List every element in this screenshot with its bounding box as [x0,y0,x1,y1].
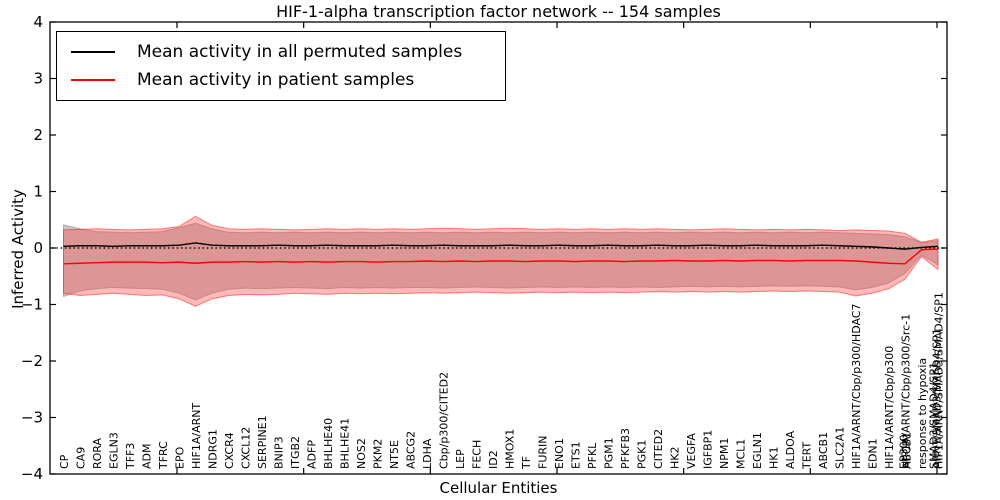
entity-label: PFKFB3 [619,428,632,469]
entity-label: HIF1A/ARNT/Cbp/p300/Src-1 [900,314,913,469]
entity-label: NOS2 [355,438,368,469]
entity-label: ALDOA [784,430,797,469]
entity-label: NDRG1 [207,429,220,469]
y-tick-label: −3 [21,409,43,427]
entity-label: ID2 [487,450,500,469]
entity-label: EPO [174,446,187,469]
entity-label: VEGFA [685,433,698,469]
y-tick-label: −1 [21,296,43,314]
y-tick-label: 4 [33,13,43,31]
y-tick-label: −4 [21,465,43,483]
entity-label: MCL1 [735,439,748,469]
patient-line-swatch [71,79,115,81]
entity-label: CXCR4 [223,432,236,469]
entity-label: HIF1A/ARNT [190,403,203,469]
entity-label: ETS1 [570,441,583,469]
patient-mean-line [63,248,939,265]
entity-label: FURIN [537,436,550,470]
entity-label: LDHA [421,438,434,469]
entity-label: EGLN3 [108,432,121,469]
y-tick-label: 0 [33,239,43,257]
permuted-mean-line [63,242,939,250]
entity-label: HIF1A/ARNT/SMAD3/SMAD4/SP1 [933,292,946,469]
entity-label: TFF3 [124,443,137,470]
permuted-line-swatch [71,51,115,53]
entity-label: response to hypoxia [916,358,929,469]
entity-label: PFKL [586,442,599,469]
entity-label: SLC2A1 [834,427,847,469]
entity-label: ITGB2 [289,436,302,469]
entity-label: CITED2 [652,429,665,469]
entity-label: EP300 [898,434,911,469]
entity-label: SMAD3/SMAD4/SP1 [928,362,941,469]
entity-label: NT5E [388,440,401,469]
entity-label: PGK1 [636,440,649,469]
entity-label: PKM2 [372,439,385,469]
entity-label: Cbp/p300/CITED2 [438,372,451,469]
entity-label: CA9 [75,447,88,469]
entity-label: TF [520,456,533,470]
entity-label: BNIP3 [273,436,286,469]
entity-label: ADFP [306,440,319,469]
entity-label: HIF1A/ARNT/Cbp/p300/HDAC7 [850,304,863,470]
entity-label: NPM1 [718,438,731,469]
entity-label: BHLHE40 [322,418,335,469]
entity-label: ARNT/SMAD3/SMAD4/SP1 [931,328,944,469]
entity-label: RORA [91,438,104,469]
entity-label: TERT [801,441,814,470]
legend-label: Mean activity in patient samples [137,70,415,90]
entity-label: TFRC [157,441,170,470]
entity-label: HK2 [669,447,682,469]
legend-item-permuted: Mean activity in all permuted samples [71,38,505,66]
y-tick-label: −2 [21,352,43,370]
y-tick-label: 2 [33,126,43,144]
x-axis-label: Cellular Entities [439,479,558,497]
entity-label: IGFBP1 [702,430,715,469]
entity-label: EDN1 [867,438,880,469]
entity-label: CXCL12 [240,427,253,469]
legend-box: Mean activity in all permuted samples Me… [56,31,506,101]
y-axis-label: Inferred Activity [9,189,27,309]
chart-title: HIF-1-alpha transcription factor network… [276,2,721,21]
entity-label: ABCB1 [901,432,914,469]
entity-label: FECH [471,440,484,469]
entity-label: BHLHE41 [339,418,352,469]
entity-label: ENO1 [553,438,566,469]
entity-label: HK1 [768,447,781,469]
entity-label: ABCB1 [817,432,830,469]
entity-label: HMOX1 [504,429,517,469]
entity-label: PGM1 [603,437,616,469]
legend-label: Mean activity in all permuted samples [137,42,463,62]
entity-label: EGLN1 [751,432,764,469]
entity-label: HIF1A/ARNT/Cbp/p300 [883,346,896,469]
y-tick-label: 1 [33,183,43,201]
entity-label: LEP [454,449,467,469]
entity-label: CP [58,454,71,469]
entity-label: ADM [141,444,154,470]
legend-item-patient: Mean activity in patient samples [71,66,505,94]
entity-label: SERPINE1 [256,415,269,469]
entity-label: ABCG2 [405,431,418,469]
y-tick-label: 3 [33,70,43,88]
